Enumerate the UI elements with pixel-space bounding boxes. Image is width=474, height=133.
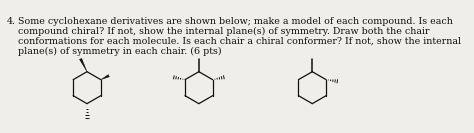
- Polygon shape: [80, 58, 87, 72]
- Text: compound chiral? If not, show the internal plane(s) of symmetry. Draw both the c: compound chiral? If not, show the intern…: [18, 27, 430, 36]
- Text: 4.: 4.: [6, 17, 15, 26]
- Text: conformations for each molecule. Is each chair a chiral conformer? If not, show : conformations for each molecule. Is each…: [18, 37, 461, 45]
- Text: plane(s) of symmetry in each chair. (6 pts): plane(s) of symmetry in each chair. (6 p…: [18, 47, 222, 56]
- Polygon shape: [101, 75, 109, 80]
- Text: Some cyclohexane derivatives are shown below; make a model of each compound. Is : Some cyclohexane derivatives are shown b…: [18, 17, 453, 26]
